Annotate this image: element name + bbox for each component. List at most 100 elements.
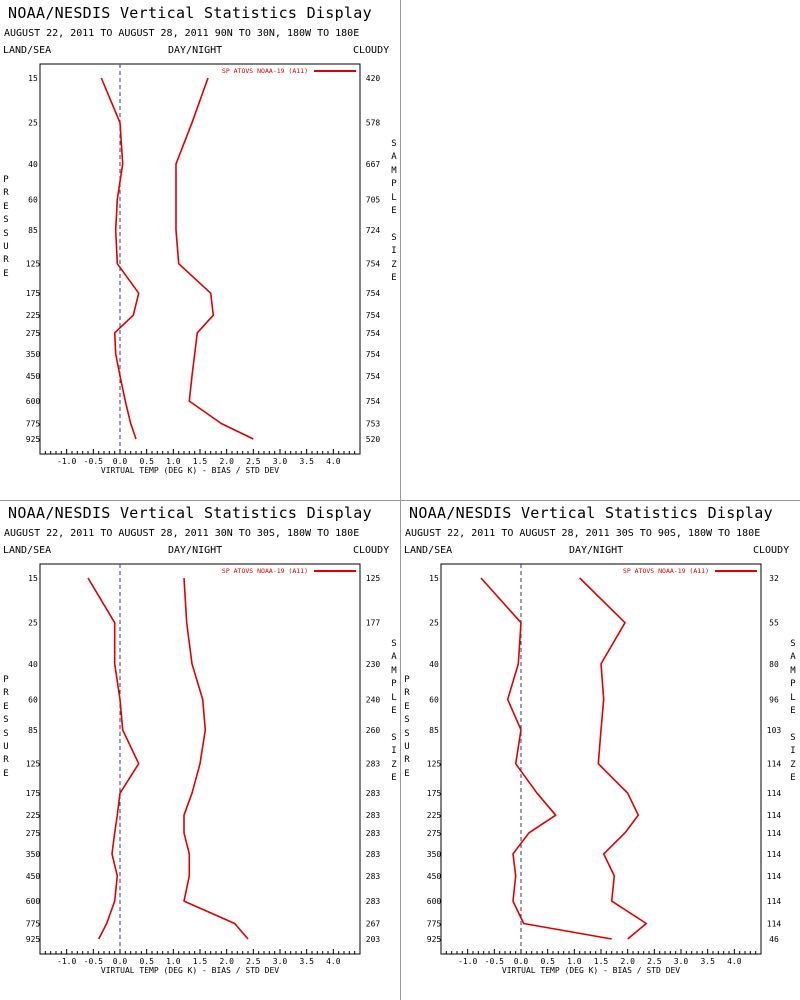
sample-size-axis-label: S A M P L E S I Z E (391, 139, 397, 284)
sample-size-label: 103 (767, 726, 782, 735)
pressure-level-label: 450 (26, 372, 41, 381)
panel-subtitle: AUGUST 22, 2011 TO AUGUST 28, 2011 90N T… (4, 28, 360, 39)
sample-size-label: 705 (366, 195, 381, 204)
pressure-axis-label: P R E S S U R E (404, 675, 410, 779)
sample-size-label: 724 (366, 226, 381, 235)
x-axis-label: VIRTUAL TEMP (DEG K) - BIAS / STD DEV (502, 966, 680, 975)
sample-size-label: 578 (366, 119, 381, 128)
sample-size-label: 754 (366, 397, 381, 406)
panel-title: NOAA/NESDIS Vertical Statistics Display (8, 4, 372, 22)
x-tick-label: 2.0 (219, 957, 234, 966)
x-tick-label: 0.5 (540, 957, 555, 966)
pressure-level-label: 175 (26, 289, 41, 298)
sample-size-label: 283 (366, 760, 381, 769)
x-tick-label: 1.0 (567, 957, 582, 966)
chart-panel-1: NOAA/NESDIS Vertical Statistics Display … (0, 0, 400, 500)
pressure-level-label: 350 (427, 850, 442, 859)
vertical-stats-chart: -1.0 -0.5 0.0 0.5 1.0 1.5 2.0 2.5 3.0 3.5 4.0 VIRTU… (26, 563, 381, 975)
x-tick-label: 4.0 (326, 957, 341, 966)
std-dev-line (175, 77, 254, 440)
pressure-level-label: 450 (26, 872, 41, 881)
sample-size-label: 114 (767, 829, 782, 838)
std-dev-line (579, 577, 648, 940)
pressure-level-label: 85 (28, 226, 38, 235)
pressure-level-label: 350 (26, 850, 41, 859)
pressure-level-label: 40 (28, 660, 38, 669)
bias-line (87, 577, 140, 940)
pressure-level-label: 775 (26, 420, 41, 429)
pressure-level-label: 925 (26, 435, 41, 444)
x-tick-label: 0.0 (113, 457, 128, 466)
x-axis-label: VIRTUAL TEMP (DEG K) - BIAS / STD DEV (101, 966, 279, 975)
x-tick-label: -1.0 (57, 957, 76, 966)
pressure-level-label: 40 (28, 160, 38, 169)
sample-size-label: 114 (767, 811, 782, 820)
sample-size-label: 754 (366, 372, 381, 381)
pressure-level-label: 275 (427, 829, 442, 838)
pressure-level-label: 925 (26, 935, 41, 944)
pressure-level-label: 225 (26, 811, 41, 820)
pressure-level-label: 15 (429, 574, 439, 583)
legend-label: SP ATOVS NOAA-19 (A11) (222, 67, 308, 75)
x-tick-label: 0.5 (139, 957, 154, 966)
pressure-level-label: 25 (28, 119, 38, 128)
pressure-level-label: 225 (427, 811, 442, 820)
day-night-label: DAY/NIGHT (569, 545, 624, 556)
pressure-level-label: 775 (26, 920, 41, 929)
sample-size-label: 114 (767, 897, 782, 906)
pressure-level-label: 125 (427, 760, 442, 769)
x-tick-label: 3.0 (674, 957, 689, 966)
cloudy-label: CLOUDY (753, 545, 790, 556)
pressure-level-label: 25 (28, 619, 38, 628)
chart-panel-3: NOAA/NESDIS Vertical Statistics Display … (401, 500, 800, 1000)
x-tick-label: 3.0 (273, 957, 288, 966)
land-sea-label: LAND/SEA (3, 45, 52, 56)
x-tick-label: 4.0 (326, 457, 341, 466)
sample-size-label: 240 (366, 695, 381, 704)
pressure-axis-label: P R E S S U R E (3, 675, 9, 779)
pressure-level-label: 775 (427, 920, 442, 929)
land-sea-label: LAND/SEA (3, 545, 52, 556)
chart-panel-2: NOAA/NESDIS Vertical Statistics Display … (0, 500, 400, 1000)
sample-size-label: 754 (366, 289, 381, 298)
x-axis-label: VIRTUAL TEMP (DEG K) - BIAS / STD DEV (101, 466, 279, 475)
pressure-level-label: 275 (26, 829, 41, 838)
panel-subtitle: AUGUST 22, 2011 TO AUGUST 28, 2011 30S T… (405, 528, 761, 539)
sample-size-label: 420 (366, 74, 381, 83)
sample-size-label: 177 (366, 619, 381, 628)
pressure-axis-label: P R E S S U R E (3, 175, 9, 279)
pressure-level-label: 125 (26, 260, 41, 269)
sample-size-label: 267 (366, 920, 381, 929)
x-tick-label: 1.0 (166, 957, 181, 966)
sample-size-label: 283 (366, 897, 381, 906)
sample-size-label: 80 (769, 660, 779, 669)
x-tick-label: 0.0 (514, 957, 529, 966)
horizontal-divider (0, 500, 800, 501)
sample-size-label: 283 (366, 789, 381, 798)
std-dev-line (183, 577, 249, 940)
pressure-level-label: 40 (429, 660, 439, 669)
legend-label: SP ATOVS NOAA-19 (A11) (623, 567, 709, 575)
sample-size-label: 753 (366, 420, 381, 429)
x-tick-label: 1.0 (166, 457, 181, 466)
legend-label: SP ATOVS NOAA-19 (A11) (222, 567, 308, 575)
sample-size-label: 125 (366, 574, 381, 583)
pressure-level-label: 85 (429, 726, 439, 735)
x-tick-label: 2.5 (647, 957, 662, 966)
sample-size-label: 32 (769, 574, 779, 583)
panel-subtitle: AUGUST 22, 2011 TO AUGUST 28, 2011 30N T… (4, 528, 360, 539)
sample-size-label: 520 (366, 435, 381, 444)
x-tick-label: 1.5 (193, 457, 208, 466)
pressure-level-label: 125 (26, 760, 41, 769)
bias-line (480, 577, 612, 940)
sample-size-label: 283 (366, 872, 381, 881)
pressure-level-label: 175 (26, 789, 41, 798)
pressure-level-label: 350 (26, 350, 41, 359)
sample-size-label: 283 (366, 850, 381, 859)
plot-frame (440, 563, 762, 955)
sample-size-label: 46 (769, 935, 779, 944)
pressure-level-label: 450 (427, 872, 442, 881)
x-tick-label: -1.0 (57, 457, 76, 466)
sample-size-label: 754 (366, 350, 381, 359)
x-tick-label: 3.5 (700, 957, 715, 966)
